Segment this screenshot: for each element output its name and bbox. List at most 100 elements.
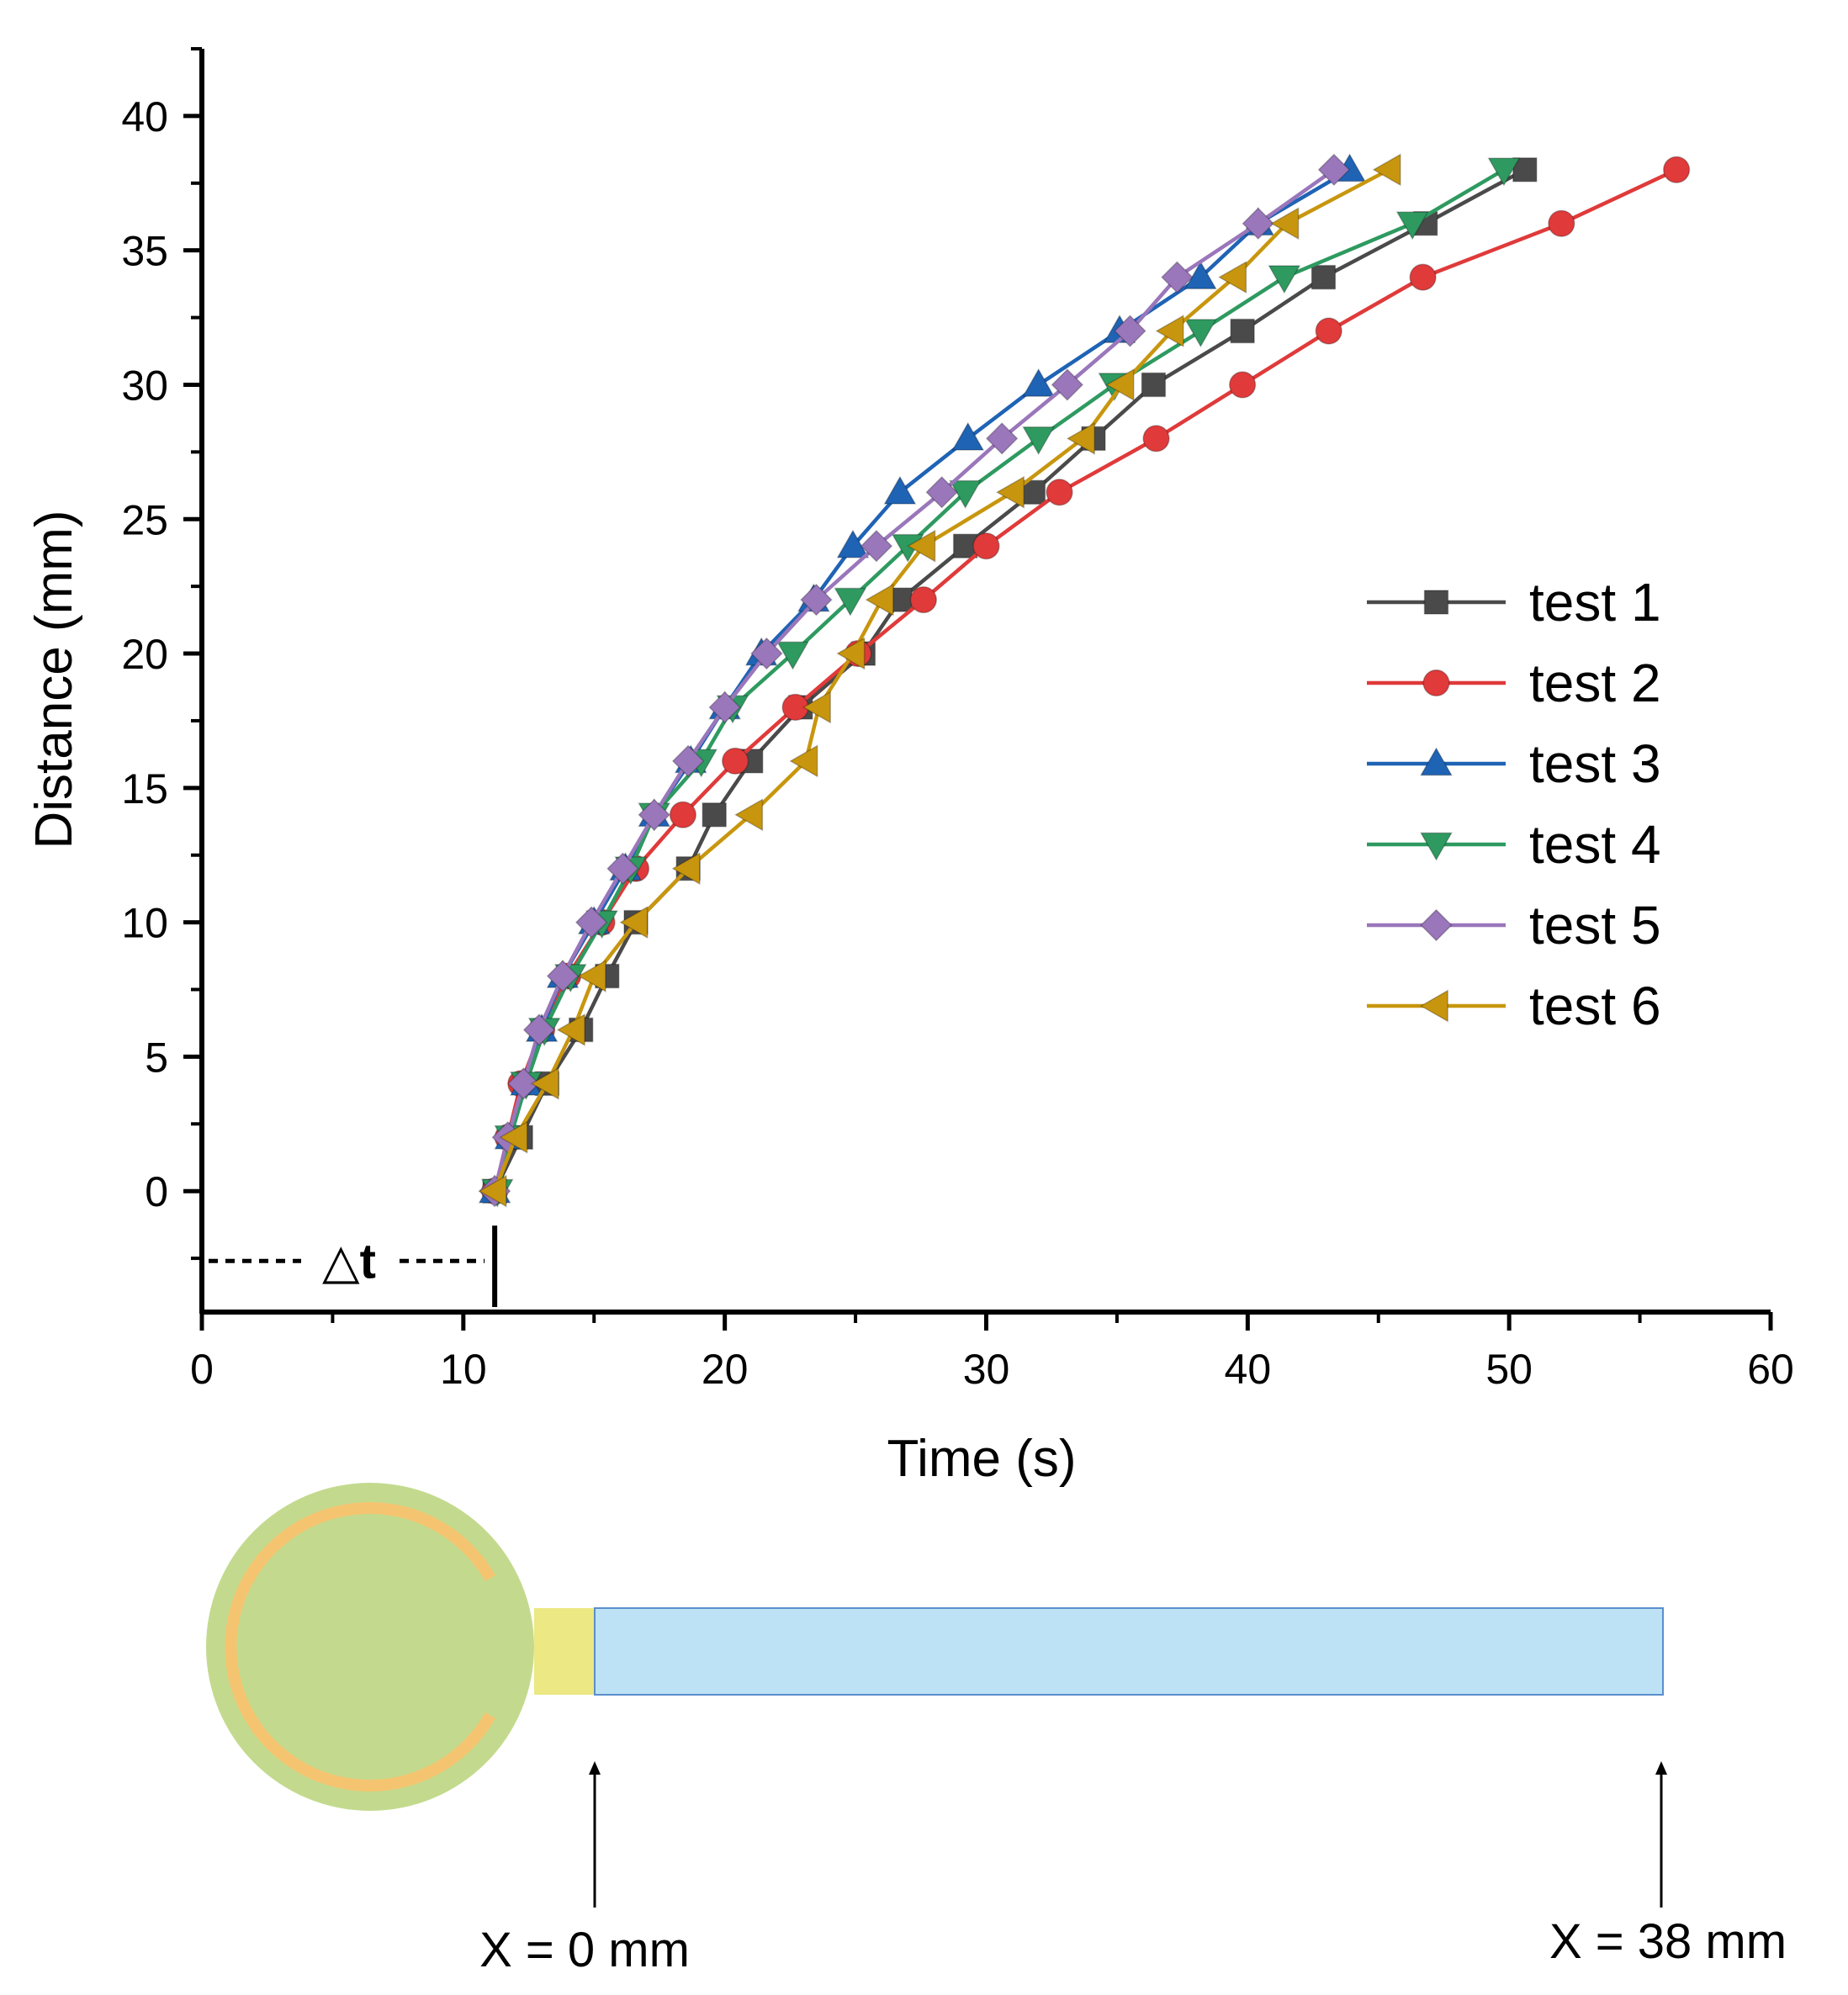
series-line (492, 167, 1351, 1192)
data-point (1046, 479, 1073, 506)
data-point (789, 744, 818, 778)
data-point (1051, 368, 1084, 401)
data-point (708, 691, 741, 724)
legend-entry: test 3 (1367, 733, 1661, 794)
data-point (478, 1174, 507, 1208)
x-tick-label: 40 (1225, 1346, 1272, 1393)
data-point (638, 798, 671, 832)
data-point (734, 798, 764, 832)
series-line (492, 167, 1678, 1192)
end-marker-arrow (1655, 1761, 1667, 1908)
y-tick-label: 0 (145, 1168, 168, 1215)
series-line (493, 167, 1526, 1193)
data-point (1270, 207, 1300, 241)
data-point (750, 637, 783, 670)
data-point (972, 532, 1000, 560)
series-5 (478, 153, 1351, 1208)
legend-marker (1420, 832, 1453, 861)
data-point (1315, 317, 1342, 345)
legend-marker (1422, 669, 1450, 697)
data-point (1114, 315, 1146, 347)
data-point (721, 747, 749, 775)
data-point (800, 583, 833, 616)
data-point (860, 529, 893, 563)
data-point (702, 802, 727, 828)
data-point (1066, 421, 1095, 455)
data-point (1183, 260, 1217, 290)
data-point (865, 583, 894, 616)
y-tick-label: 5 (145, 1034, 168, 1081)
data-point (883, 475, 917, 505)
x-tick-label: 10 (440, 1346, 487, 1393)
y-tick-label: 20 (121, 631, 168, 678)
data-point (1395, 211, 1429, 241)
electrode-ring-arc (225, 1502, 495, 1791)
paper-channel (594, 1607, 1664, 1696)
legend-marker (1419, 989, 1448, 1023)
axes: 0 10 20 30 40 50 60 0 5 10 15 20 25 30 35 40 (121, 47, 1794, 1393)
legend-label: test 2 (1529, 653, 1661, 713)
data-point (949, 479, 982, 510)
legend-marker (1423, 590, 1449, 615)
data-point (669, 801, 697, 828)
series-line (495, 167, 1506, 1192)
channel-schematic: X = 0 mm X = 38 mm (206, 1483, 1787, 1977)
data-point (1409, 263, 1437, 291)
legend-label: test 4 (1529, 814, 1661, 875)
data-point (1548, 209, 1575, 237)
data-point (1183, 319, 1217, 348)
data-point (776, 641, 809, 670)
data-point (836, 637, 866, 670)
data-point (909, 585, 938, 614)
data-point (1662, 156, 1691, 183)
x-tick-label: 30 (963, 1346, 1010, 1393)
x-axis-title: Time (s) (887, 1430, 1077, 1488)
data-point (556, 1013, 585, 1046)
data-point (951, 421, 985, 451)
data-point (802, 691, 831, 724)
data-point (925, 476, 958, 509)
data-point (1228, 371, 1257, 399)
data-point (671, 852, 701, 886)
sample-pad-circle (206, 1483, 534, 1811)
y-tick-label: 25 (121, 496, 168, 543)
start-position-label: X = 0 mm (479, 1923, 690, 1977)
data-point (499, 1120, 528, 1154)
data-point (522, 1013, 556, 1046)
data-point (1372, 153, 1401, 187)
y-tick-label: 30 (121, 362, 168, 409)
junction-segment (534, 1608, 595, 1695)
data-point (1142, 425, 1170, 452)
data-point (1218, 261, 1247, 294)
x-tick-label: 60 (1747, 1346, 1794, 1393)
legend-entry: test 5 (1367, 895, 1661, 955)
data-point (575, 906, 608, 939)
y-tick-label: 35 (121, 228, 168, 275)
data-point (530, 1066, 559, 1100)
legend-label: test 5 (1529, 895, 1661, 955)
legend-entry: test 2 (1367, 653, 1661, 713)
legend-entry: test 6 (1367, 976, 1661, 1036)
x-tick-label: 20 (702, 1346, 749, 1393)
legend-marker (1420, 908, 1453, 942)
series-4 (480, 157, 1521, 1208)
y-axis-title: Distance (mm) (25, 510, 83, 849)
chart: 0 10 20 30 40 50 60 0 5 10 15 20 25 30 35 40 △t Time (s… (25, 47, 1794, 1488)
legend-entry: test 1 (1367, 572, 1661, 632)
x-tick-label: 50 (1485, 1346, 1533, 1393)
data-point (1317, 153, 1351, 187)
legend-label: test 1 (1529, 572, 1661, 632)
legend-entry: test 4 (1367, 814, 1661, 875)
data-point (606, 852, 639, 885)
series-1 (482, 157, 1538, 1204)
data-point (1022, 368, 1056, 397)
data-point (507, 1067, 540, 1100)
legend-label: test 3 (1529, 733, 1661, 794)
start-marker-arrow (589, 1761, 601, 1908)
legend-label: test 6 (1529, 976, 1661, 1036)
data-point (577, 960, 606, 993)
data-point (985, 422, 1019, 455)
series-layer (478, 153, 1691, 1208)
delta-t-label: △t (322, 1234, 376, 1289)
